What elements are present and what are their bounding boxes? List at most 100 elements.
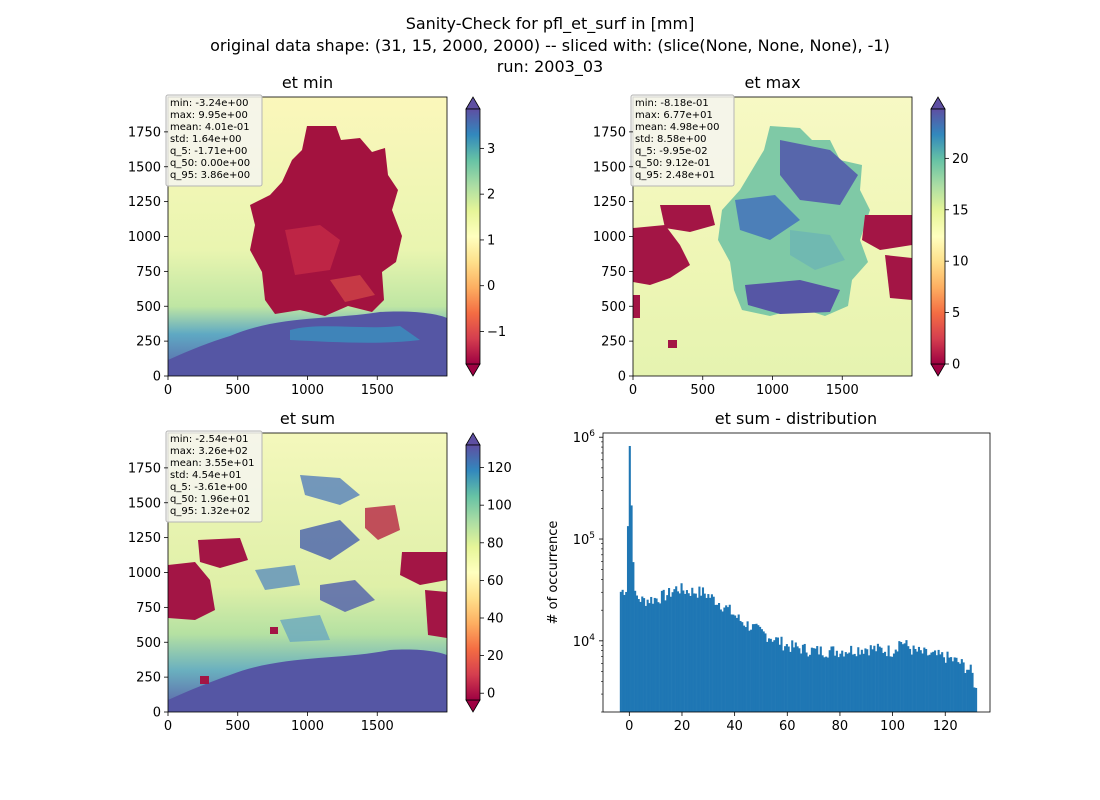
histogram-bar — [701, 587, 705, 712]
histogram-bar — [671, 592, 674, 712]
histogram-bar — [719, 609, 722, 712]
histogram-bar — [659, 603, 662, 712]
y-tick: 0 — [153, 370, 168, 385]
colorbar-tick: 5 — [945, 306, 960, 321]
colorbar-tick: 20 — [480, 649, 504, 664]
histogram-bar — [657, 602, 660, 712]
colorbar-tick: 10 — [945, 255, 969, 270]
y-tick: 1250 — [128, 531, 168, 546]
x-tick: 60 — [779, 712, 796, 734]
histogram-bar — [785, 644, 788, 712]
y-tick: 500 — [601, 300, 633, 315]
panel-title: et sum — [280, 409, 335, 428]
histogram-bar — [866, 649, 869, 712]
histogram-bar — [887, 645, 890, 712]
histogram-bar — [855, 656, 858, 712]
histogram-bar — [860, 649, 863, 712]
y-tick: 1750 — [128, 461, 168, 476]
colorbar-tick: 20 — [945, 152, 969, 167]
figure-title-line-1: Sanity-Check for pfl_et_surf in [mm] — [406, 14, 695, 34]
histogram-bar — [869, 645, 872, 712]
histogram-bar — [780, 636, 783, 712]
histogram-bar — [875, 651, 878, 712]
stats-line: std: 4.54e+01 — [170, 470, 242, 481]
histogram-bar — [735, 617, 738, 712]
x-tick-label: 500 — [690, 383, 715, 398]
histogram-bar — [894, 649, 897, 712]
y-tick-label: 1000 — [593, 230, 626, 245]
y-tick-label: 1750 — [128, 125, 161, 140]
x-tick: 1000 — [291, 376, 324, 398]
panel-title: et sum - distribution — [715, 409, 877, 428]
histogram-bar — [825, 656, 828, 712]
histogram-bar — [741, 622, 744, 712]
histogram-bar — [744, 627, 747, 712]
x-ticks: 0 20 40 60 80 100 120 — [625, 712, 958, 734]
stats-line: q_50: 1.96e+01 — [170, 494, 250, 505]
histogram-bar — [932, 651, 935, 712]
histogram-bar — [812, 648, 815, 712]
histogram-bar — [734, 615, 737, 712]
colorbar: −1 0 1 2 3 — [465, 96, 506, 377]
histogram-bar — [687, 593, 690, 712]
histogram-bar — [859, 654, 862, 712]
y-tick-label: 750 — [601, 265, 626, 280]
histogram-bar — [803, 643, 806, 712]
colorbar-tick-label: 10 — [952, 255, 969, 270]
histogram-bar — [693, 593, 696, 712]
colorbar-tick-label: 100 — [487, 499, 512, 514]
colorbar: 0 5 10 15 20 — [930, 96, 969, 377]
histogram-bar — [878, 646, 881, 712]
histogram-bar — [926, 655, 929, 712]
histogram-bar — [646, 599, 649, 712]
x-tick: 120 — [933, 712, 958, 734]
y-tick-label: 1000 — [128, 566, 161, 581]
histogram-bar — [892, 653, 896, 712]
histogram-bar — [807, 656, 810, 712]
histogram-bar — [676, 591, 680, 712]
histogram-bar — [751, 624, 755, 712]
histogram-bar — [901, 644, 904, 712]
x-tick-label: 20 — [674, 719, 691, 734]
histogram-bar — [876, 643, 879, 712]
colorbar-tick-label: 40 — [487, 611, 504, 626]
histogram-bar — [748, 630, 751, 712]
x-tick: 0 — [164, 712, 172, 734]
colorbar-tick: 60 — [480, 574, 504, 589]
y-tick: 250 — [136, 335, 168, 350]
y-ticks: 104 105 106 — [573, 429, 603, 713]
y-tick: 104 — [573, 633, 603, 650]
colorbar-tick: 80 — [480, 536, 504, 551]
colorbar-tick-label: 15 — [952, 203, 969, 218]
histogram-bar — [775, 637, 778, 712]
histogram-bar — [673, 589, 676, 712]
x-tick-label: 0 — [625, 719, 633, 734]
histogram-bar — [794, 642, 797, 712]
histogram-bar — [946, 651, 949, 712]
histogram-bar — [655, 598, 658, 712]
histogram-bar — [639, 601, 642, 712]
histogram-bar — [834, 655, 837, 712]
x-tick-label: 500 — [225, 719, 250, 734]
histogram-bar — [871, 649, 874, 712]
histogram-bar — [942, 657, 946, 712]
histogram-bar — [750, 629, 753, 712]
histogram-bar — [867, 655, 871, 712]
histogram-bar — [951, 661, 954, 712]
histogram-bar — [644, 605, 647, 712]
histogram-bar — [714, 604, 717, 712]
histogram-bar — [850, 645, 853, 712]
x-tick: 80 — [832, 712, 848, 734]
histogram-bar — [769, 638, 772, 712]
figure-title-line-3: run: 2003_03 — [497, 57, 603, 77]
colorbar-tick: 100 — [480, 499, 512, 514]
histogram-bar — [626, 526, 630, 712]
panel-title: et max — [744, 73, 800, 92]
x-tick-label: 100 — [880, 719, 905, 734]
histogram-bar — [759, 626, 762, 712]
histogram-bar — [787, 646, 790, 712]
y-tick-label: 1000 — [128, 230, 161, 245]
histogram-bar — [882, 652, 885, 712]
x-ticks: 0 500 1000 1500 — [164, 376, 394, 398]
colorbar-tick: 40 — [480, 611, 504, 626]
